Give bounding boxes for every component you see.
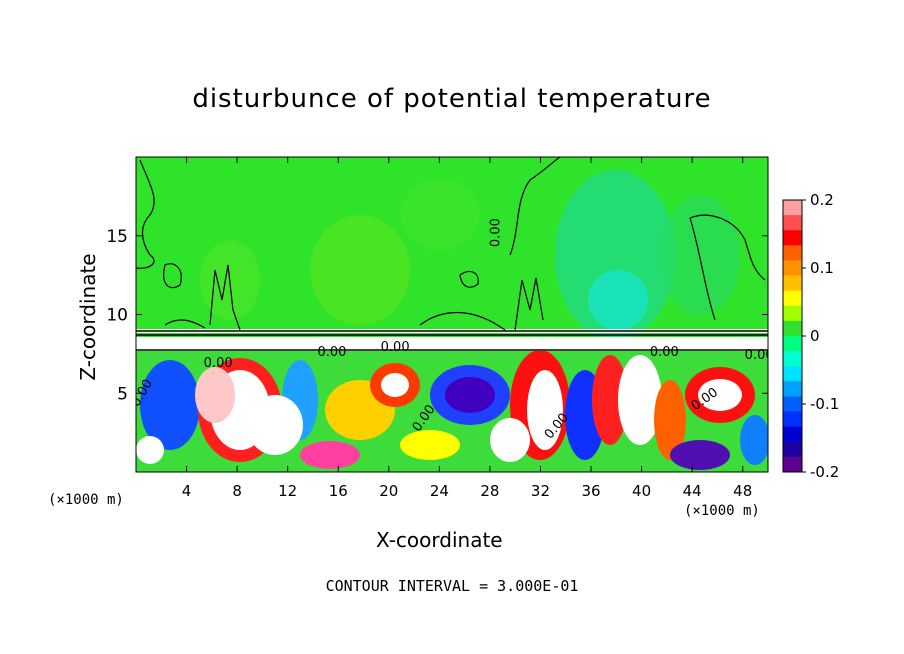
x-tick-label: 16 <box>329 482 348 500</box>
y-tick-label: 15 <box>106 227 128 247</box>
chart-title: disturbunce of potential temperature <box>192 84 712 114</box>
field-blob <box>136 436 164 464</box>
field-blob <box>310 215 410 325</box>
field-blob <box>381 373 409 397</box>
field-blob <box>592 355 628 445</box>
x-tick-label: 12 <box>278 482 297 500</box>
colorbar-swatch <box>783 245 802 261</box>
x-tick-label: 36 <box>581 482 600 500</box>
contour-interval-note: CONTOUR INTERVAL = 3.000E-01 <box>325 577 579 595</box>
field-blob <box>195 367 235 423</box>
y-tick-label: 10 <box>106 306 128 326</box>
colorbar-tick-label: -0.1 <box>810 395 839 413</box>
field-blob <box>300 441 360 469</box>
field-blob <box>588 270 648 330</box>
x-axis-unit-label: (×1000 m) <box>684 503 760 519</box>
field-blob <box>140 360 200 450</box>
x-tick-label: 8 <box>232 482 242 500</box>
colorbar-swatch <box>783 411 802 428</box>
field-blob <box>400 180 480 250</box>
contour-line <box>419 311 506 331</box>
colorbar-swatch <box>783 366 802 382</box>
field-blob <box>654 380 686 460</box>
colorbar-swatch <box>783 200 802 216</box>
contour-line <box>459 271 479 288</box>
contour-line <box>136 159 155 269</box>
x-tick-label: 28 <box>480 482 499 500</box>
contour-label: 0.00 <box>650 345 679 360</box>
x-tick-label: 44 <box>683 482 702 500</box>
field-blob <box>660 195 740 315</box>
colorbar-tick-label: 0.1 <box>810 259 834 277</box>
x-axis-label: X-coordinate <box>376 528 503 552</box>
contour-label: 0.00 <box>489 218 504 247</box>
contour-line <box>164 319 206 329</box>
field-blob <box>740 415 768 465</box>
x-origin-unit-label: (×1000 m) <box>48 492 124 508</box>
x-tick-label: 48 <box>733 482 752 500</box>
colorbar-swatch <box>783 396 802 413</box>
x-tick-label: 4 <box>182 482 192 500</box>
contour-label: 0.00 <box>381 340 410 355</box>
contour-line <box>689 214 766 281</box>
x-tick-label: 32 <box>531 482 550 500</box>
colorbar-swatch <box>783 426 802 443</box>
colorbar-swatch <box>783 230 802 246</box>
colorbar-swatch <box>783 260 802 277</box>
field-blob <box>490 418 530 462</box>
field-layer: 0.000.000.000.00 0.000.00 0.000.000.000.00 <box>136 157 774 472</box>
x-tick-label: 24 <box>430 482 449 500</box>
contour-label: 0.00 <box>317 345 346 360</box>
x-tick-label: 40 <box>632 482 651 500</box>
colorbar-tick-label: 0.2 <box>810 191 834 209</box>
contour-line <box>509 157 561 256</box>
colorbar-swatch <box>783 215 802 231</box>
field-blob <box>670 440 730 470</box>
x-tick-label: 20 <box>379 482 398 500</box>
contour-line <box>209 264 241 331</box>
field-blob <box>698 379 742 411</box>
colorbar-tick-label: 0 <box>810 327 820 345</box>
contour-label: 0.00 <box>204 356 233 371</box>
contour-line <box>163 263 182 289</box>
field-blob <box>527 370 563 450</box>
colorbar-swatch <box>783 275 802 292</box>
colorbar-swatch <box>783 441 802 458</box>
colorbar-swatch <box>783 290 802 307</box>
contour-line <box>689 217 716 321</box>
colorbar-tick-label: -0.2 <box>810 463 839 481</box>
colorbar-swatch <box>783 351 802 367</box>
contour-label: 0.00 <box>745 348 774 363</box>
field-blob <box>618 355 662 445</box>
field-blob <box>400 430 460 460</box>
colorbar-swatch <box>783 336 802 352</box>
field-blob <box>445 377 495 413</box>
colorbar-swatch <box>783 320 802 337</box>
field-blob <box>247 395 303 455</box>
y-axis-label: Z-coordinate <box>76 253 100 381</box>
colorbar-swatch <box>783 381 802 397</box>
contour-line <box>514 277 544 331</box>
colorbar-swatch <box>783 456 802 473</box>
colorbar-swatch <box>783 305 802 322</box>
y-tick-label: 5 <box>117 384 128 404</box>
field-blob <box>136 337 768 351</box>
